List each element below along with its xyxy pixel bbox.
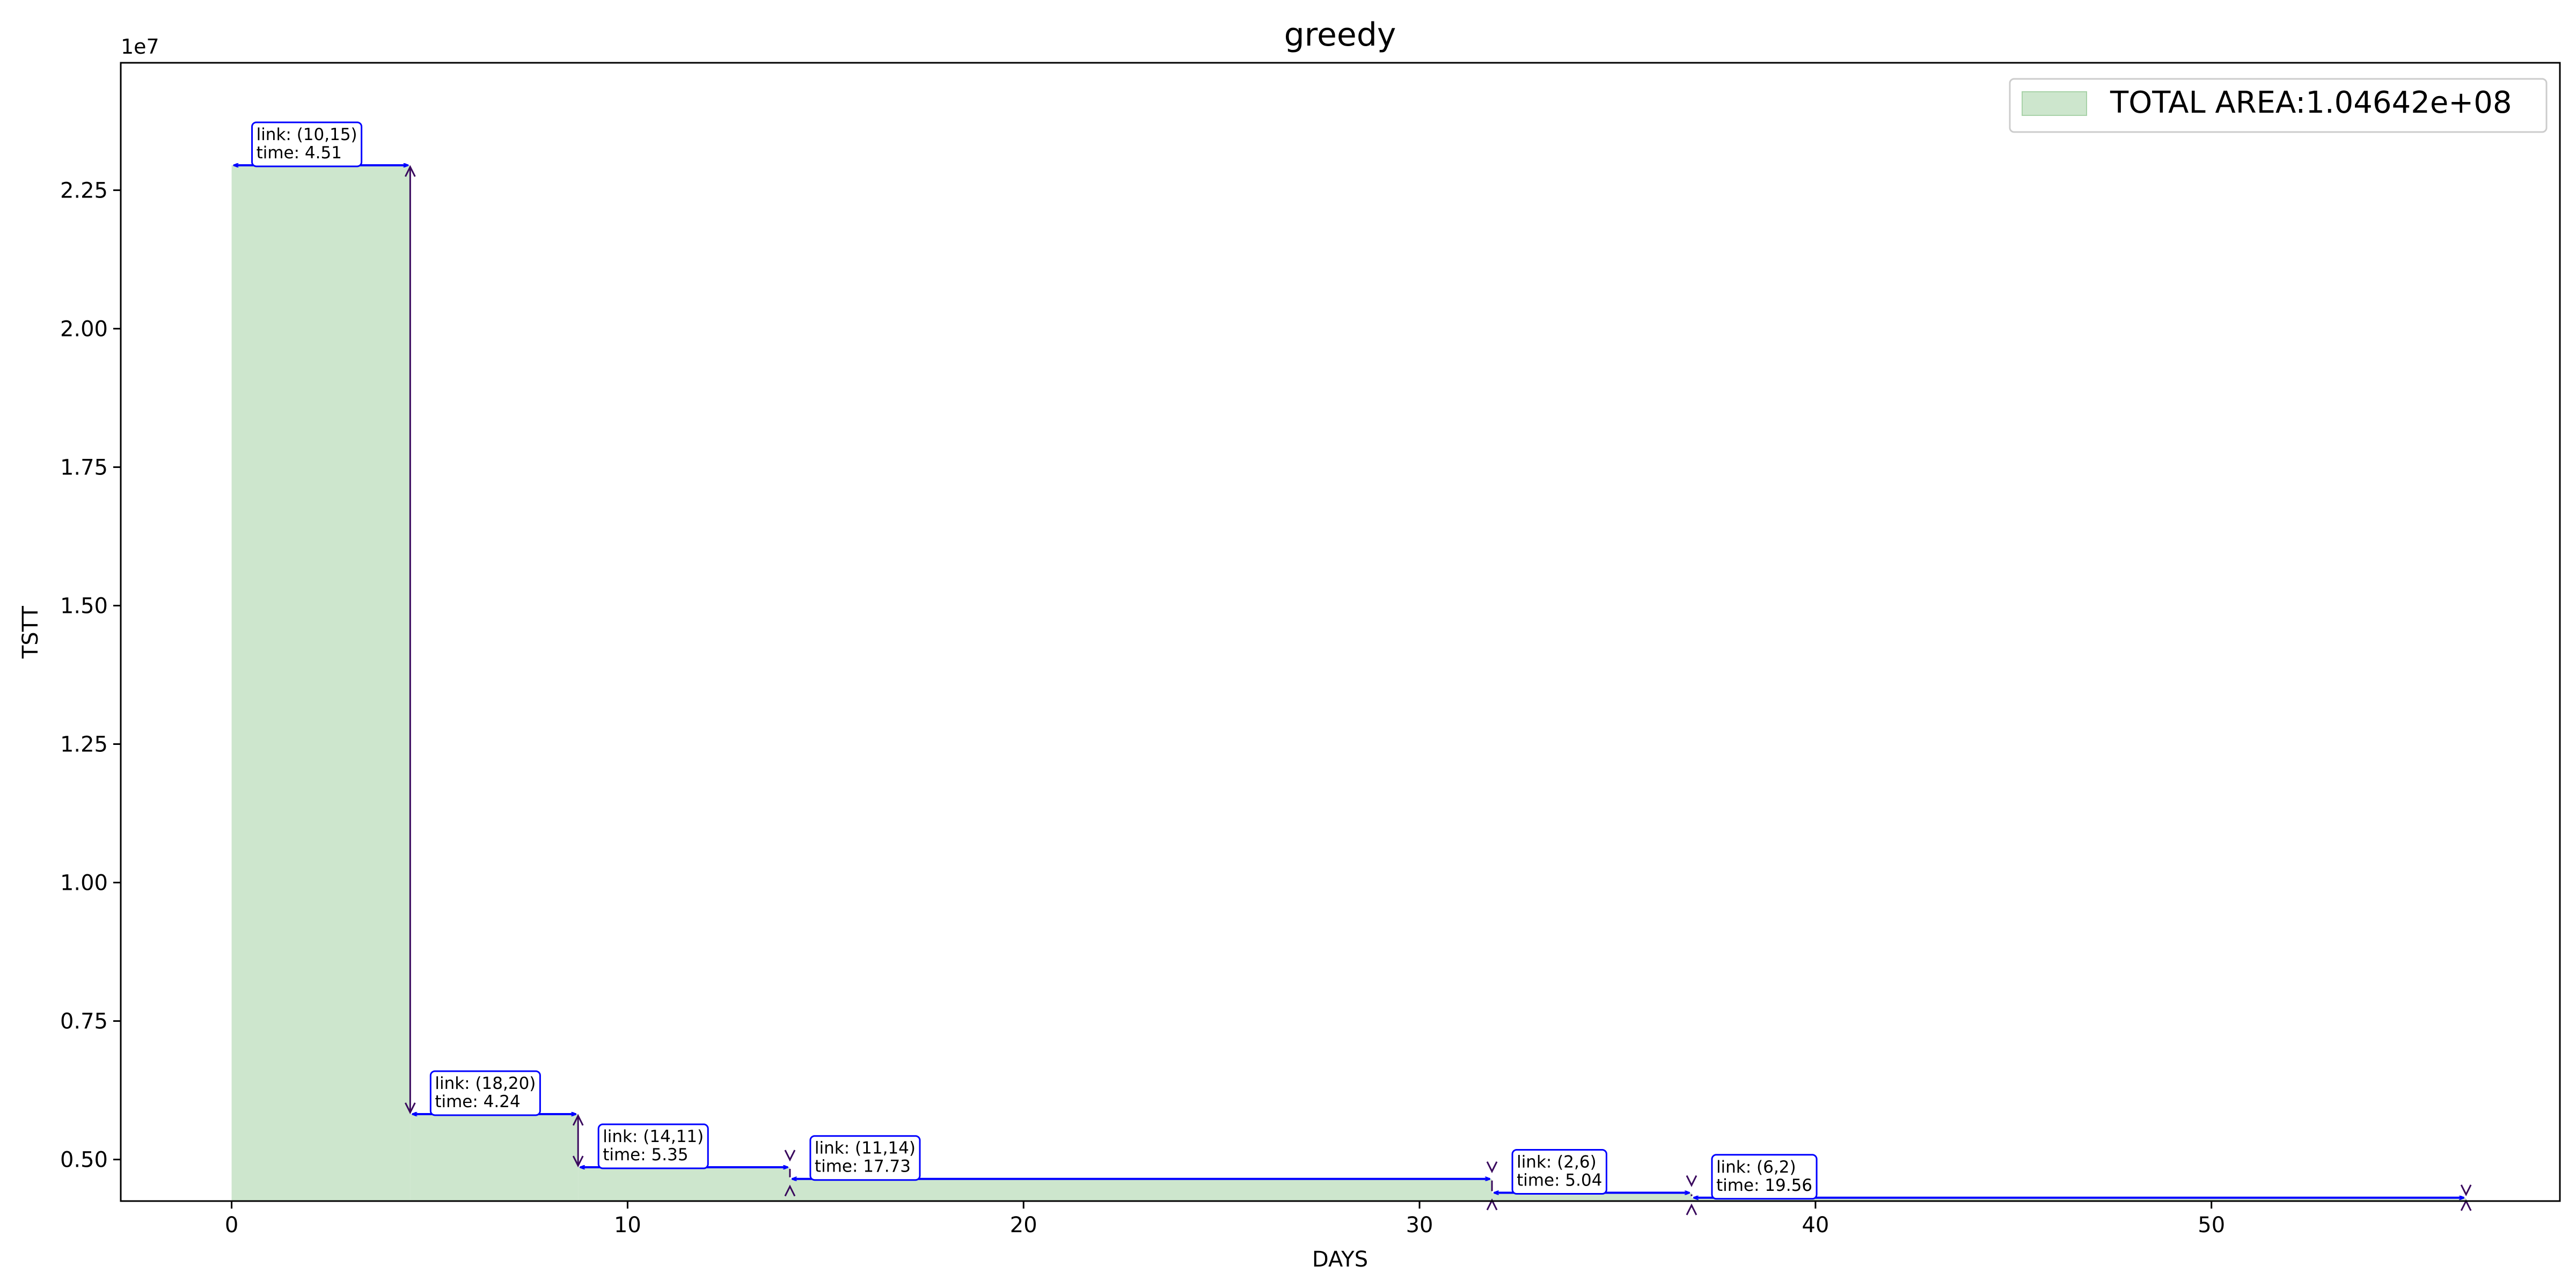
annotation-link: link: (11,14) xyxy=(815,1139,916,1158)
annotation-link: link: (6,2) xyxy=(1716,1158,1796,1177)
annotation-box xyxy=(429,1070,541,1116)
y-tick-label: 0.75 xyxy=(60,1009,108,1034)
legend-label: TOTAL AREA:1.04642e+08 xyxy=(2110,85,2512,120)
y-offset-label: 1e7 xyxy=(121,35,159,58)
step-annotation: link: (6,2)time: 19.56 xyxy=(1711,1154,1818,1200)
x-tick-label: 40 xyxy=(1802,1213,1829,1238)
annotation-time: time: 5.04 xyxy=(1517,1171,1602,1190)
step-annotation: link: (10,15)time: 4.51 xyxy=(251,121,363,167)
area-step xyxy=(410,1114,579,1201)
annotation-box xyxy=(1711,1154,1818,1200)
x-tick-label: 0 xyxy=(225,1213,238,1238)
annotation-time: time: 19.56 xyxy=(1716,1176,1812,1195)
y-tick-label: 0.50 xyxy=(60,1148,108,1173)
step-annotation: link: (2,6)time: 5.04 xyxy=(1511,1149,1607,1195)
area-step xyxy=(789,1179,1492,1201)
step-annotation: link: (11,14)time: 17.73 xyxy=(809,1135,921,1181)
step-annotation: link: (18,20)time: 4.24 xyxy=(429,1070,541,1116)
legend-frame xyxy=(2009,78,2548,133)
annotation-box xyxy=(809,1135,921,1181)
x-tick-label: 50 xyxy=(2198,1213,2225,1238)
annotation-box xyxy=(597,1123,709,1169)
area-fill xyxy=(231,165,2467,1201)
drop-arrowhead xyxy=(1686,1203,1697,1216)
legend: TOTAL AREA:1.04642e+08 xyxy=(2009,78,2548,133)
chart-title: greedy xyxy=(1284,16,1396,54)
y-tick-label: 1.00 xyxy=(60,871,108,896)
x-tick-label: 10 xyxy=(614,1213,641,1238)
legend-swatch xyxy=(2022,91,2087,116)
x-tick-label: 30 xyxy=(1406,1213,1433,1238)
annotation-box xyxy=(251,121,363,167)
y-tick-label: 2.25 xyxy=(60,178,108,203)
annotation-time: time: 4.24 xyxy=(435,1092,520,1111)
annotation-box xyxy=(1511,1149,1607,1195)
step-annotation: link: (14,11)time: 5.35 xyxy=(597,1123,709,1169)
annotation-link: link: (10,15) xyxy=(257,125,357,144)
annotation-link: link: (2,6) xyxy=(1517,1153,1597,1172)
x-tick-label: 20 xyxy=(1010,1213,1037,1238)
y-tick-label: 1.25 xyxy=(60,733,108,757)
drop-arrowhead xyxy=(784,1184,796,1197)
y-tick-label: 2.00 xyxy=(60,317,108,341)
annotation-time: time: 17.73 xyxy=(815,1157,911,1176)
area-step xyxy=(231,165,411,1201)
annotation-link: link: (14,11) xyxy=(603,1127,704,1146)
drop-arrowhead xyxy=(405,1102,416,1115)
x-axis-label: DAYS xyxy=(1312,1247,1368,1272)
drop-arrowhead xyxy=(1686,1175,1697,1187)
drop-arrowhead xyxy=(572,1155,584,1168)
drop-arrowhead xyxy=(784,1150,796,1162)
y-tick-label: 1.75 xyxy=(60,455,108,480)
annotation-link: link: (18,20) xyxy=(435,1074,536,1093)
area-step xyxy=(578,1167,790,1201)
drop-arrowhead xyxy=(1486,1161,1498,1174)
y-axis-label: TSTT xyxy=(18,605,43,659)
y-tick-label: 1.50 xyxy=(60,594,108,618)
drop-arrowhead xyxy=(405,165,416,177)
annotation-time: time: 5.35 xyxy=(603,1145,688,1165)
plot-frame xyxy=(120,62,2561,1202)
annotation-time: time: 4.51 xyxy=(257,143,342,163)
x-axis-ticks: 0 10 20 30 40 50 xyxy=(225,1201,2225,1238)
drop-arrowhead xyxy=(572,1114,584,1126)
y-axis-ticks: 0.50 0.75 1.00 1.25 1.50 1.75 2.00 2.25 xyxy=(60,178,121,1173)
